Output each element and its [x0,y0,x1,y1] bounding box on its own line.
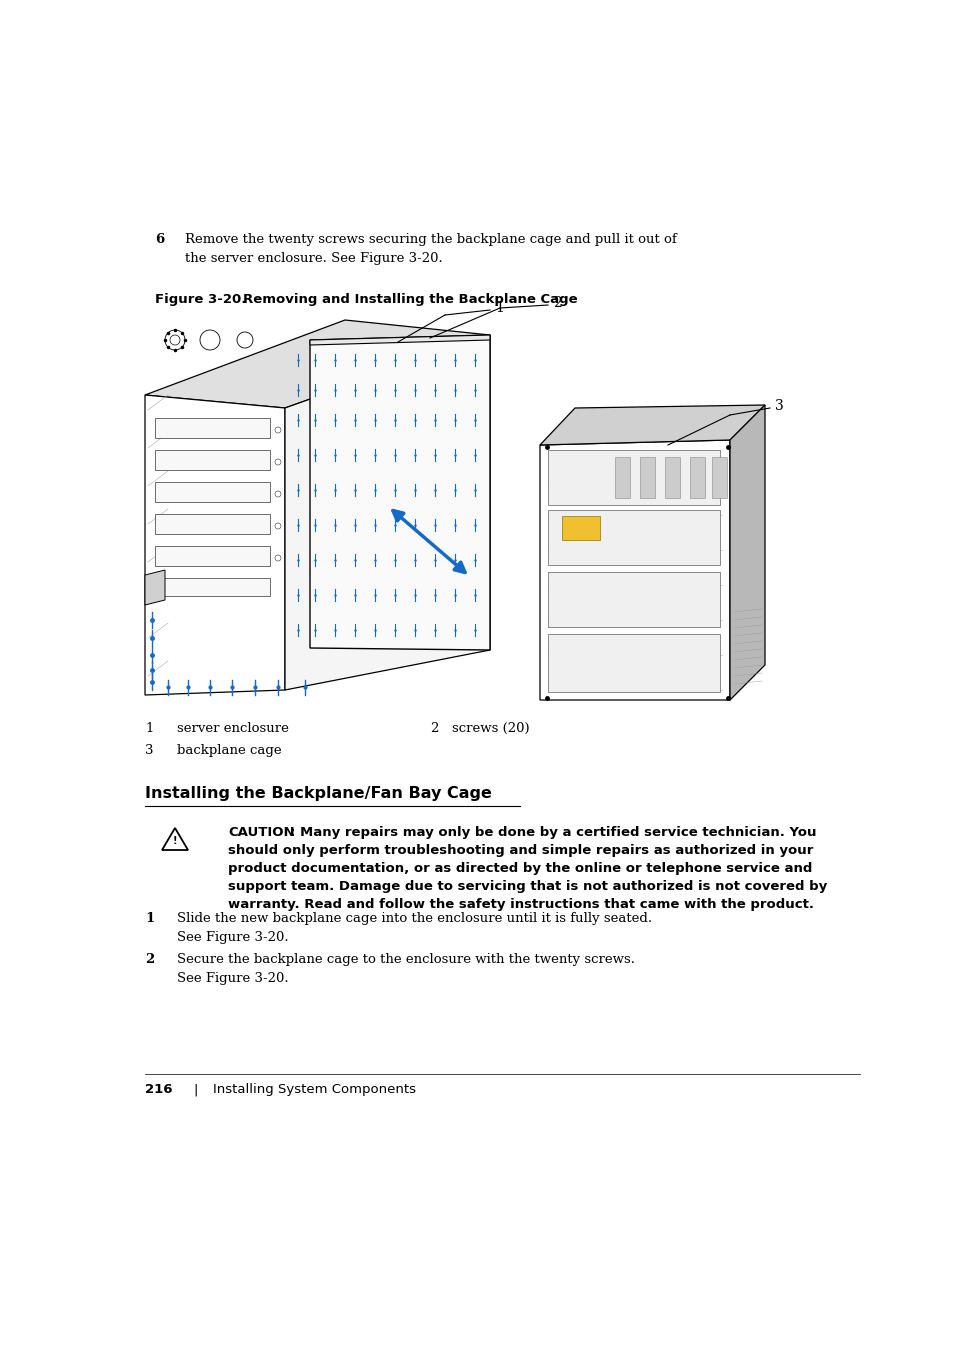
Text: 3: 3 [774,400,783,413]
Text: 3: 3 [145,744,153,757]
Text: !: ! [172,836,177,846]
Text: : Many repairs may only be done by a certified service technician. You: : Many repairs may only be done by a cer… [290,826,816,838]
Polygon shape [547,634,720,693]
Text: Figure 3-20.: Figure 3-20. [154,293,246,306]
Polygon shape [154,545,270,566]
Polygon shape [310,335,490,346]
Text: Remove the twenty screws securing the backplane cage and pull it out of: Remove the twenty screws securing the ba… [185,234,676,246]
Text: 2: 2 [145,953,154,967]
Text: 2: 2 [553,296,561,310]
Polygon shape [615,458,629,498]
Text: CAUTION: CAUTION [228,826,294,838]
Polygon shape [310,335,490,649]
Polygon shape [145,320,490,408]
Text: server enclosure: server enclosure [177,722,289,734]
Text: should only perform troubleshooting and simple repairs as authorized in your: should only perform troubleshooting and … [228,844,813,857]
Polygon shape [711,458,726,498]
Text: product documentation, or as directed by the online or telephone service and: product documentation, or as directed by… [228,863,812,875]
Text: See Figure 3-20.: See Figure 3-20. [177,931,289,944]
Polygon shape [561,516,599,540]
Text: Removing and Installing the Backplane Cage: Removing and Installing the Backplane Ca… [243,293,577,306]
Text: |: | [193,1083,197,1096]
Polygon shape [689,458,704,498]
Polygon shape [154,578,270,595]
Text: support team. Damage due to servicing that is not authorized is not covered by: support team. Damage due to servicing th… [228,880,826,892]
Text: Installing System Components: Installing System Components [213,1083,416,1096]
Text: backplane cage: backplane cage [177,744,281,757]
Polygon shape [639,458,655,498]
Polygon shape [539,405,764,446]
Polygon shape [154,450,270,470]
Polygon shape [547,510,720,566]
Text: 6: 6 [154,234,164,246]
Polygon shape [145,570,165,605]
Polygon shape [145,396,285,695]
Text: 1: 1 [145,913,154,925]
Text: warranty. Read and follow the safety instructions that came with the product.: warranty. Read and follow the safety ins… [228,898,813,911]
Polygon shape [729,405,764,701]
Polygon shape [664,458,679,498]
Polygon shape [285,335,490,690]
Polygon shape [154,514,270,535]
Text: Installing the Backplane/Fan Bay Cage: Installing the Backplane/Fan Bay Cage [145,786,492,801]
Text: 2: 2 [430,722,438,734]
Polygon shape [547,450,720,505]
Polygon shape [539,440,729,701]
Text: See Figure 3-20.: See Figure 3-20. [177,972,289,986]
Polygon shape [154,418,270,437]
Text: Secure the backplane cage to the enclosure with the twenty screws.: Secure the backplane cage to the enclosu… [177,953,635,967]
Polygon shape [547,572,720,626]
Text: 1: 1 [145,722,153,734]
Text: the server enclosure. See Figure 3-20.: the server enclosure. See Figure 3-20. [185,252,442,265]
Polygon shape [154,482,270,502]
Text: 1: 1 [495,301,503,315]
Polygon shape [162,828,188,850]
Text: 216: 216 [145,1083,172,1096]
Text: Slide the new backplane cage into the enclosure until it is fully seated.: Slide the new backplane cage into the en… [177,913,652,925]
Text: screws (20): screws (20) [452,722,529,734]
